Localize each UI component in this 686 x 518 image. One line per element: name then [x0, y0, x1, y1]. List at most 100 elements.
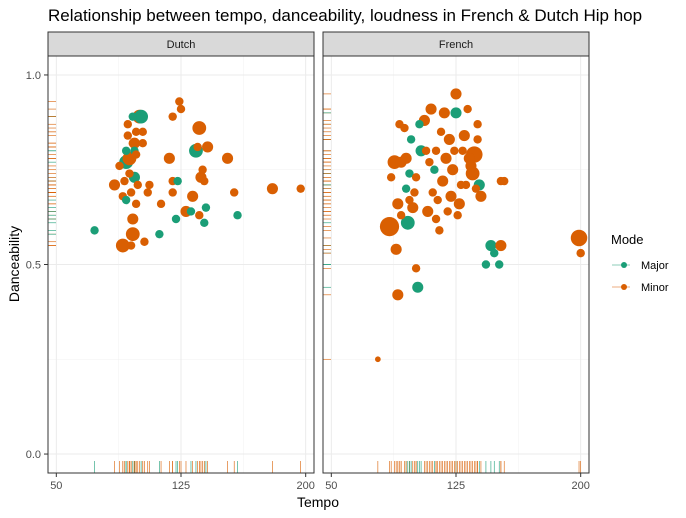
data-point: [266, 183, 278, 195]
x-tick-label: 200: [297, 480, 315, 492]
data-point: [410, 188, 419, 197]
chart-title: Relationship between tempo, danceability…: [48, 6, 642, 25]
data-point: [201, 203, 211, 212]
data-point: [431, 214, 441, 224]
data-point: [156, 199, 166, 209]
data-point: [495, 260, 504, 269]
x-tick-label: 125: [172, 480, 190, 492]
y-tick-label: 0.5: [26, 260, 41, 272]
data-point: [131, 127, 141, 137]
data-point: [195, 211, 204, 220]
data-point: [128, 138, 137, 148]
data-point: [465, 160, 477, 172]
data-point: [495, 239, 507, 252]
data-point: [450, 88, 462, 100]
data-point: [186, 207, 196, 216]
data-point: [481, 260, 491, 269]
data-point: [198, 165, 207, 174]
data-point: [390, 243, 402, 255]
legend-title: Mode: [611, 232, 644, 247]
data-point: [296, 184, 305, 193]
data-point: [386, 173, 396, 182]
data-point: [433, 195, 442, 205]
x-tick-label: 50: [325, 480, 337, 492]
y-tick-label: 1.0: [26, 70, 41, 82]
data-point: [406, 135, 416, 144]
data-point: [490, 248, 499, 258]
data-point: [405, 169, 414, 178]
data-point: [450, 107, 462, 119]
legend-key-major: [621, 262, 627, 268]
x-axis-dutch: 50 125 200: [50, 473, 315, 492]
data-point: [126, 188, 136, 197]
data-point: [473, 135, 482, 144]
data-point: [475, 190, 487, 202]
data-point: [230, 188, 239, 197]
x-axis-title: Tempo: [297, 494, 339, 510]
data-point: [193, 142, 202, 152]
data-point: [392, 289, 404, 301]
data-point: [500, 176, 509, 186]
data-point: [127, 213, 139, 225]
x-tick-label: 200: [572, 480, 590, 492]
data-point: [436, 127, 446, 137]
data-point: [407, 202, 419, 214]
data-point: [121, 146, 131, 155]
data-point: [222, 152, 234, 164]
data-point: [438, 107, 450, 119]
data-point: [375, 356, 381, 363]
data-point: [126, 241, 136, 250]
legend-key-minor: [621, 284, 627, 290]
data-point: [145, 180, 154, 190]
panel-french-points: [375, 88, 588, 363]
strip-label-french: French: [439, 39, 473, 51]
data-point: [120, 176, 129, 186]
data-point: [168, 112, 177, 121]
data-point: [437, 175, 449, 187]
data-point: [428, 188, 437, 197]
data-point: [233, 211, 242, 220]
data-point: [445, 190, 457, 202]
data-point: [401, 184, 411, 193]
data-point: [202, 141, 214, 153]
data-point: [176, 104, 186, 114]
data-point: [412, 281, 424, 293]
data-point: [115, 238, 130, 253]
data-point: [471, 184, 481, 193]
data-point: [121, 195, 131, 205]
data-point: [133, 180, 142, 190]
data-point: [422, 205, 434, 217]
y-axis-title: Danceability: [6, 226, 22, 302]
data-point: [131, 150, 141, 159]
y-axis: 0.0 0.5 1.0: [26, 70, 48, 461]
data-point: [473, 120, 482, 129]
data-point: [430, 165, 439, 174]
data-point: [421, 146, 431, 155]
panel-french-rug: [323, 93, 581, 473]
data-point: [134, 109, 149, 124]
legend: Mode Major Minor: [611, 232, 669, 294]
legend-label-major: Major: [641, 260, 669, 272]
data-point: [447, 164, 459, 176]
data-point: [405, 195, 414, 205]
data-point: [138, 127, 147, 137]
data-point: [123, 131, 132, 140]
strip-label-dutch: Dutch: [167, 39, 196, 51]
data-point: [411, 264, 421, 273]
data-point: [458, 146, 467, 155]
data-point: [140, 237, 149, 246]
data-point: [108, 179, 121, 191]
data-point: [450, 146, 459, 155]
data-point: [458, 130, 470, 142]
data-point: [443, 133, 455, 145]
strip-dutch: [47, 31, 315, 57]
data-point: [168, 188, 177, 197]
data-point: [125, 169, 134, 178]
panel-dutch-grid: [48, 56, 314, 473]
x-axis-french: 50 125 200: [325, 473, 590, 492]
data-point: [485, 239, 497, 252]
data-point: [175, 97, 184, 106]
data-point: [115, 161, 124, 171]
data-point: [431, 146, 441, 155]
